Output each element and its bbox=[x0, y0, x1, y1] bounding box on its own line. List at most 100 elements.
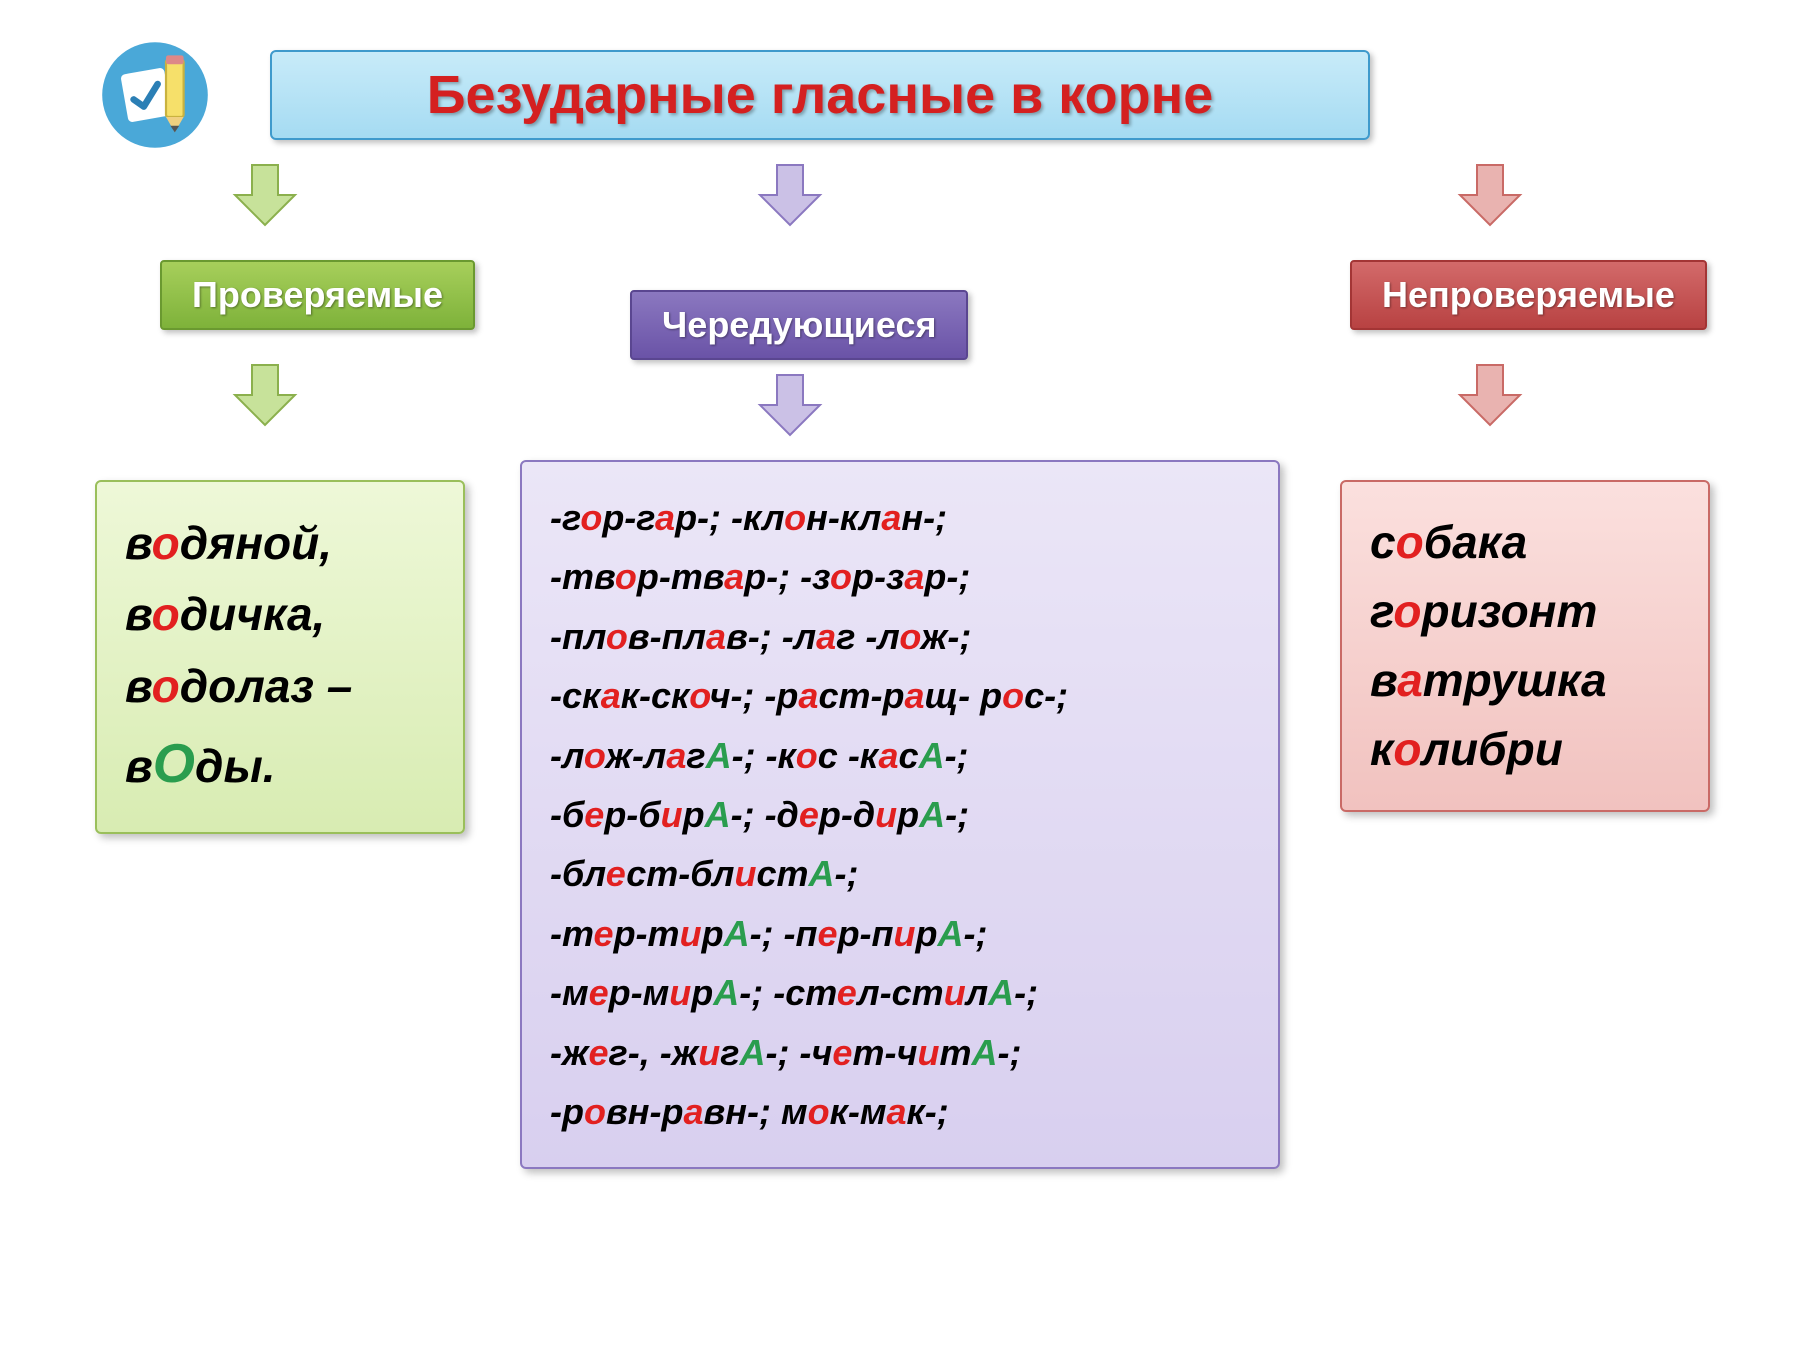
text-segment: трушка bbox=[1423, 654, 1607, 706]
text-segment: р-; -з bbox=[744, 556, 830, 597]
text-segment: и bbox=[661, 794, 683, 835]
text-segment: в bbox=[125, 588, 152, 640]
content-line: колибри bbox=[1370, 715, 1680, 784]
text-segment: а bbox=[879, 735, 899, 776]
arrow-green-2 bbox=[230, 360, 300, 430]
text-segment: е bbox=[594, 913, 614, 954]
text-segment: А bbox=[919, 794, 945, 835]
text-segment: -; -д bbox=[731, 794, 799, 835]
text-segment: р bbox=[683, 794, 705, 835]
text-segment: а bbox=[881, 497, 901, 538]
content-line: водичка, bbox=[125, 579, 435, 650]
text-segment: -; bbox=[997, 1032, 1021, 1073]
text-segment: р-б bbox=[604, 794, 660, 835]
text-segment: в bbox=[125, 740, 153, 792]
content-unverifiable: собакагоризонтватрушкаколибри bbox=[1340, 480, 1710, 812]
text-segment: а bbox=[683, 1091, 703, 1132]
label-verifiable: Проверяемые bbox=[160, 260, 475, 330]
text-segment: е bbox=[606, 853, 626, 894]
text-segment: р-з bbox=[852, 556, 904, 597]
text-segment: а bbox=[816, 616, 836, 657]
text-segment: о bbox=[152, 588, 180, 640]
label-alternating: Чередующиеся bbox=[630, 290, 968, 360]
text-segment: л-ст bbox=[857, 972, 943, 1013]
text-segment: -т bbox=[550, 913, 594, 954]
text-segment: ж-; bbox=[921, 616, 971, 657]
text-segment: вн-; м bbox=[703, 1091, 807, 1132]
text-segment: А bbox=[705, 794, 731, 835]
text-segment: н-; bbox=[901, 497, 947, 538]
text-segment: о bbox=[899, 616, 921, 657]
text-segment: о bbox=[615, 556, 637, 597]
text-segment: о bbox=[152, 660, 180, 712]
text-segment: р-т bbox=[614, 913, 680, 954]
content-line: -бер-бирА-; -дер-дирА-; bbox=[550, 785, 1250, 844]
content-line: -скак-скоч-; -раст-ращ- рос-; bbox=[550, 666, 1250, 725]
text-segment: г-, -ж bbox=[609, 1032, 699, 1073]
text-segment: а bbox=[655, 497, 675, 538]
text-segment: -; bbox=[1014, 972, 1038, 1013]
content-line: водяной, bbox=[125, 508, 435, 579]
content-line: вОды. bbox=[125, 722, 435, 806]
text-segment: а bbox=[724, 556, 744, 597]
arrow-shape bbox=[760, 165, 820, 225]
content-line: ватрушка bbox=[1370, 646, 1680, 715]
text-segment: а bbox=[1397, 654, 1423, 706]
text-segment: е bbox=[832, 1032, 852, 1073]
text-segment: и bbox=[698, 1032, 720, 1073]
arrow-shape bbox=[235, 165, 295, 225]
content-line: -плов-плав-; -лаг -лож-; bbox=[550, 607, 1250, 666]
text-segment: и bbox=[894, 913, 916, 954]
text-segment: -м bbox=[550, 972, 589, 1013]
text-segment: ж-л bbox=[605, 735, 666, 776]
text-segment: А bbox=[988, 972, 1014, 1013]
text-segment: о bbox=[830, 556, 852, 597]
text-segment: -; bbox=[834, 853, 858, 894]
text-segment: р bbox=[691, 972, 713, 1013]
content-line: горизонт bbox=[1370, 577, 1680, 646]
title-text: Безударные гласные в корне bbox=[427, 64, 1214, 126]
content-line: -жег-, -жигА-; -чет-читА-; bbox=[550, 1023, 1250, 1082]
text-segment: -; -п bbox=[750, 913, 818, 954]
content-alternating: -гор-гар-; -клон-клан-;-твор-твар-; -зор… bbox=[520, 460, 1280, 1169]
arrow-shape bbox=[235, 365, 295, 425]
arrow-purple-1 bbox=[755, 160, 825, 230]
text-segment: -; bbox=[945, 794, 969, 835]
content-line: -твор-твар-; -зор-зар-; bbox=[550, 547, 1250, 606]
text-segment: с -к bbox=[818, 735, 879, 776]
text-segment: о bbox=[689, 675, 709, 716]
content-line: -тер-тирА-; -пер-пирА-; bbox=[550, 904, 1250, 963]
text-segment: о bbox=[784, 497, 806, 538]
text-segment: с bbox=[899, 735, 919, 776]
text-segment: к-ск bbox=[621, 675, 690, 716]
text-segment: р-п bbox=[838, 913, 894, 954]
text-segment: в-пл bbox=[628, 616, 706, 657]
text-segment: р bbox=[897, 794, 919, 835]
text-segment: -; -ст bbox=[739, 972, 837, 1013]
text-segment: -тв bbox=[550, 556, 615, 597]
text-segment: и bbox=[917, 1032, 939, 1073]
text-segment: к-м bbox=[830, 1091, 887, 1132]
content-line: -блест-блистА-; bbox=[550, 844, 1250, 903]
text-segment: р-г bbox=[602, 497, 655, 538]
text-segment: е bbox=[589, 972, 609, 1013]
pencil-check-icon bbox=[100, 40, 210, 150]
text-segment: о bbox=[808, 1091, 830, 1132]
text-segment: а bbox=[666, 735, 686, 776]
content-line: -лож-лагА-; -кос -касА-; bbox=[550, 726, 1250, 785]
text-segment: -л bbox=[550, 735, 584, 776]
text-segment: о bbox=[606, 616, 628, 657]
text-segment: о bbox=[584, 1091, 606, 1132]
text-segment: р-; -кл bbox=[675, 497, 784, 538]
text-segment: либри bbox=[1421, 723, 1562, 775]
text-segment: в bbox=[1370, 654, 1397, 706]
text-segment: о bbox=[1002, 675, 1024, 716]
arrow-purple-2 bbox=[755, 370, 825, 440]
text-segment: -г bbox=[550, 497, 580, 538]
content-line: -мер-мирА-; -стел-стилА-; bbox=[550, 963, 1250, 1022]
text-segment: о bbox=[1396, 516, 1424, 568]
text-segment: А bbox=[971, 1032, 997, 1073]
text-segment: ризонт bbox=[1422, 585, 1598, 637]
text-segment: ч-; -р bbox=[709, 675, 798, 716]
text-segment: а bbox=[886, 1091, 906, 1132]
